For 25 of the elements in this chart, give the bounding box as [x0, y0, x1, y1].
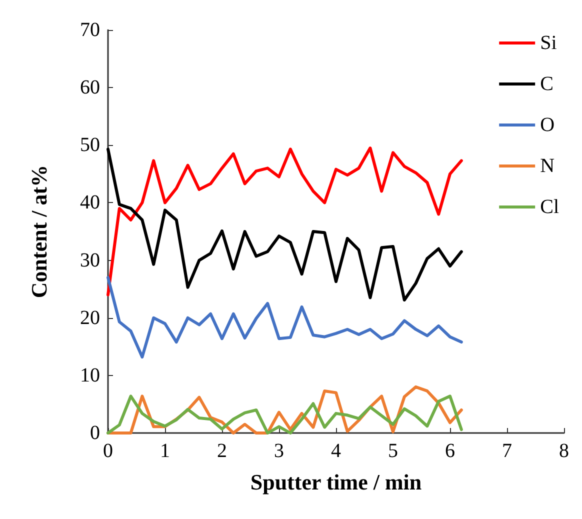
x-tick-label: 1 — [160, 440, 170, 462]
x-tick-label: 4 — [331, 440, 341, 462]
legend-label: C — [540, 73, 554, 95]
x-tick-label: 6 — [445, 440, 455, 462]
y-tick-label: 30 — [80, 249, 100, 272]
x-tick-label: 7 — [502, 440, 512, 462]
line-series — [106, 394, 463, 434]
line-series — [106, 276, 463, 359]
legend-label: Si — [540, 32, 558, 54]
x-tick-label: 3 — [274, 440, 284, 462]
legend-label: Cl — [540, 196, 560, 218]
y-tick-label: 10 — [80, 364, 100, 386]
y-tick-label: 50 — [80, 134, 100, 156]
y-axis-title: Content / at% — [26, 164, 52, 298]
y-tick-label: 70 — [80, 19, 100, 41]
y-tick-label: 20 — [80, 306, 100, 329]
x-tick-label: 2 — [217, 440, 227, 462]
y-tick-label: 40 — [80, 192, 100, 214]
x-tick-label: 5 — [388, 440, 398, 462]
y-tick-label: 0 — [90, 422, 100, 444]
legend-label: O — [540, 114, 555, 136]
x-axis-title: Sputter time / min — [250, 470, 422, 494]
x-tick-label: 8 — [559, 440, 569, 462]
y-tick-label: 60 — [80, 76, 100, 99]
legend-label: N — [540, 155, 555, 177]
